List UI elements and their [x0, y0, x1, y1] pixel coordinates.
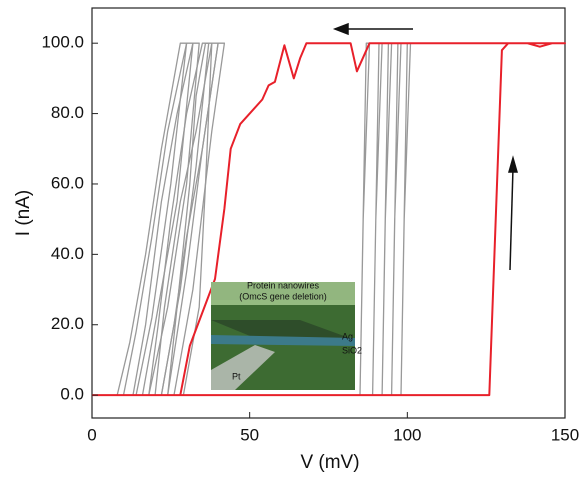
inset-label: Pt	[232, 371, 241, 381]
series-line	[359, 42, 424, 396]
series-line	[122, 42, 194, 396]
inset-sio2	[211, 335, 355, 346]
plot-frame	[91, 7, 566, 419]
arrow-up	[509, 167, 514, 271]
x-tick-label: 0	[87, 425, 96, 444]
plot-area	[92, 42, 566, 397]
inset-pt	[211, 345, 275, 390]
y-axis-label: I (nA)	[13, 190, 34, 236]
arrows	[332, 22, 518, 271]
y-tick-label: 0.0	[60, 385, 84, 404]
x-tick-label: 150	[551, 425, 579, 444]
x-axis-label: V (mV)	[300, 452, 359, 473]
y-tick-label: 20.0	[51, 314, 84, 333]
series-line	[132, 42, 200, 396]
x-tick-label: 100	[393, 425, 421, 444]
x-tick-label: 50	[240, 425, 259, 444]
y-tick-label: 100.0	[41, 33, 84, 52]
inset-electrode	[211, 320, 355, 340]
inset-title: Protein nanowires	[247, 280, 320, 290]
arrow-head	[332, 22, 349, 36]
series-line	[160, 42, 226, 396]
y-tick-label: 60.0	[51, 173, 84, 192]
inset-nanowire-film	[211, 282, 355, 305]
inset-label: Ag	[342, 331, 353, 341]
series-line	[154, 42, 219, 396]
y-tick-label: 80.0	[51, 103, 84, 122]
series-line	[92, 42, 566, 397]
inset-subtitle: (OmcS gene deletion)	[239, 291, 327, 301]
y-tick-label: 40.0	[51, 244, 84, 263]
series-line	[148, 42, 210, 396]
series-line	[400, 42, 421, 396]
inset-label: SiO2	[342, 345, 362, 355]
inset: Protein nanowires (OmcS gene deletion) A…	[211, 280, 362, 390]
series-line	[116, 42, 188, 396]
arrow-head	[508, 155, 518, 173]
series-line	[371, 42, 421, 396]
